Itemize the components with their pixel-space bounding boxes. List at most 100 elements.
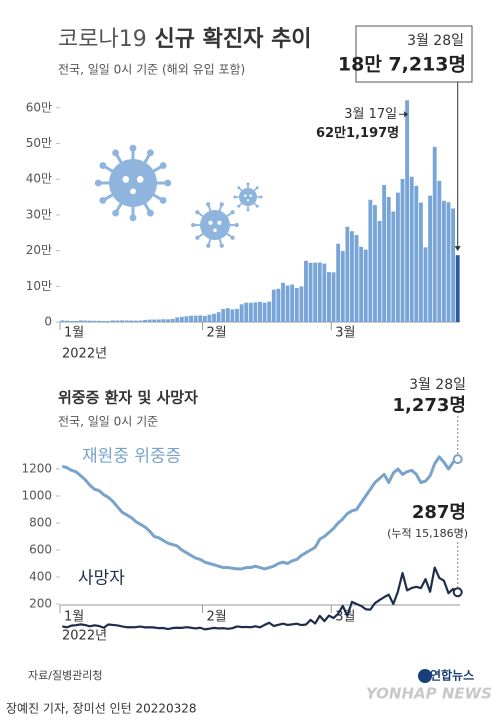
virus-spike-tip — [233, 195, 237, 199]
bar — [276, 288, 281, 322]
bar — [409, 176, 414, 322]
callout-arrowhead — [454, 246, 461, 252]
bar — [193, 315, 198, 322]
bar — [239, 304, 244, 322]
virus-spike-tip — [146, 149, 154, 157]
bar — [294, 287, 299, 322]
virus-spike-tip — [159, 196, 167, 204]
virus-spike-tip — [230, 210, 235, 215]
bar — [423, 247, 428, 322]
annotation-arrowhead — [404, 111, 409, 118]
series-label: 재원중 위중증 — [82, 447, 181, 467]
bar — [184, 316, 189, 322]
bar — [391, 211, 396, 322]
bar — [396, 192, 400, 322]
y-tick-label: 1000 — [21, 489, 52, 503]
bar — [400, 178, 405, 322]
virus-spike-tip — [206, 202, 211, 207]
x-tick-label: 1월 — [64, 326, 84, 341]
bar — [386, 197, 391, 322]
bar — [253, 302, 258, 322]
bar — [373, 205, 377, 322]
x-tick-label: 1월 — [64, 610, 84, 625]
source: 자료/질병관리청 — [28, 669, 103, 682]
annotation-date: 3월 17일 — [344, 107, 397, 122]
annotation-value: 1,273명 — [393, 395, 467, 416]
bar — [230, 309, 235, 322]
bar — [322, 263, 327, 322]
bar — [290, 284, 295, 322]
virus-eye — [217, 220, 222, 225]
bar — [120, 320, 124, 322]
credit: 장예진 기자, 장미선 인턴 20220328 — [6, 702, 197, 716]
virus-spike-tip — [195, 210, 200, 215]
bar — [414, 185, 419, 322]
virus-spike-tip — [99, 162, 107, 170]
callout-box — [355, 25, 473, 83]
bar — [299, 286, 304, 322]
bar — [441, 200, 446, 322]
virus-mouth — [213, 228, 217, 233]
bar — [350, 231, 354, 322]
virus-spike-tip — [99, 196, 107, 204]
virus-spike-tip — [146, 209, 154, 217]
chart-title: 코로나19 신규 확진자 추이 — [58, 27, 312, 52]
bar — [129, 320, 134, 322]
annotation-date: 3월 28일 — [409, 377, 466, 393]
virus-icon — [191, 202, 239, 248]
series-label: 사망자 — [78, 568, 125, 588]
bar — [147, 319, 152, 322]
virus-icon — [94, 144, 172, 222]
bar — [64, 320, 69, 322]
virus-spike-tip — [191, 222, 196, 228]
bar — [156, 319, 161, 322]
bar — [166, 319, 170, 322]
bar — [101, 320, 106, 322]
y-tick-label: 400 — [29, 570, 52, 584]
x-tick-label: 3월 — [335, 326, 355, 341]
virus-spike-tip — [129, 144, 137, 152]
bar — [69, 320, 74, 322]
bar — [304, 260, 308, 322]
x-tick-label: 2월 — [207, 610, 227, 625]
bar — [207, 314, 212, 322]
virus-eye — [122, 176, 130, 183]
bar — [198, 315, 203, 322]
virus-eye — [244, 194, 247, 197]
virus-spike-tip — [164, 179, 172, 187]
virus-eye — [208, 220, 213, 225]
virus-spike-tip — [195, 235, 200, 240]
bar — [78, 320, 83, 322]
bar — [170, 318, 175, 322]
bar — [92, 320, 97, 322]
annotation-value: 62만1,197명 — [316, 125, 399, 141]
chart2-title: 위중증 환자 및 사망자 — [58, 389, 198, 407]
virus-spike-tip — [94, 179, 102, 187]
bar — [115, 320, 120, 322]
bar — [60, 320, 65, 322]
chart2-subtitle: 전국, 일일 0시 기준 — [58, 415, 158, 429]
virus-eye — [136, 176, 144, 183]
virus-spike-tip — [255, 204, 259, 208]
bar — [331, 272, 336, 322]
bar — [216, 312, 221, 322]
callout-value: 18만 7,213명 — [338, 54, 466, 76]
y-tick-label: 30만 — [26, 207, 52, 221]
x-axis-label: 2022년 — [62, 347, 107, 362]
virus-body — [200, 210, 230, 240]
bar — [202, 315, 207, 322]
title-main: 신규 확진자 추이 — [155, 27, 312, 52]
bar — [143, 319, 147, 322]
bar — [368, 199, 373, 322]
bar — [455, 255, 460, 322]
subtitle: 전국, 일일 0시 기준 (해외 유입 포함) — [58, 63, 245, 77]
brand-logo — [418, 669, 432, 683]
bar — [83, 320, 88, 322]
x-axis-label: 2022년 — [62, 629, 107, 644]
virus-spike-tip — [219, 243, 224, 248]
virus-mouth — [130, 188, 136, 195]
bar — [317, 262, 322, 322]
virus-spike-tip — [246, 208, 250, 212]
y-tick-label: 40만 — [26, 172, 52, 186]
